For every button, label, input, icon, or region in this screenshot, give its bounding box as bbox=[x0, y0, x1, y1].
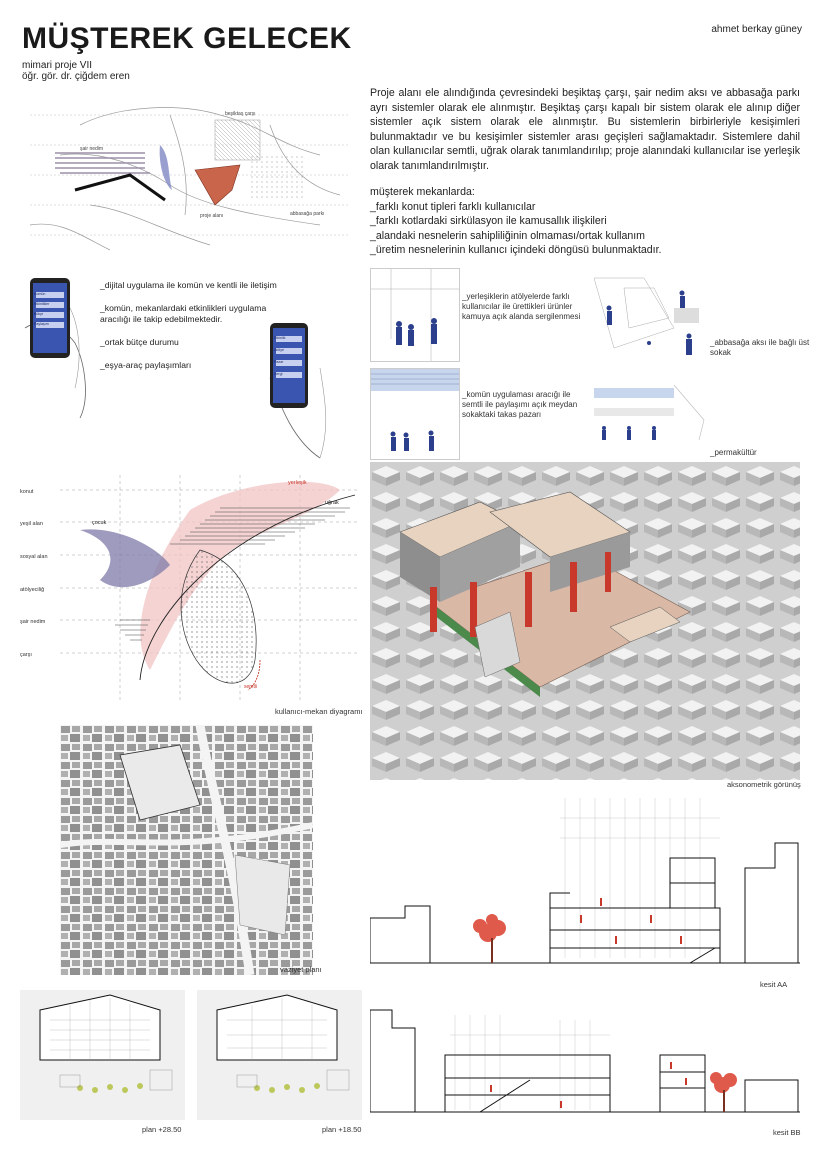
diagram-row-label: çarşı bbox=[20, 652, 32, 658]
instructor-name: öğr. gör. dr. çiğdem eren bbox=[22, 71, 130, 82]
diagram-label: çocuk bbox=[92, 520, 107, 526]
app-illustration: Komün Etkinlikler Bütçe Paylaşım Etkinli… bbox=[20, 268, 355, 463]
vignette-caption: _yerleşiklerin atölyelerde farklı kullan… bbox=[462, 292, 581, 321]
axonometric-view bbox=[370, 462, 800, 780]
list-item: _alandaki nesnelerin sahipliliğinin olma… bbox=[370, 229, 645, 242]
app-bullet: _ortak bütçe durumu bbox=[100, 337, 179, 347]
diagram-row-label: sosyal alan bbox=[20, 554, 48, 560]
phone2-item: Pazar bbox=[274, 360, 284, 364]
diagram-row-label: konut bbox=[20, 489, 34, 495]
diagram-row-label: atölyeciliğ bbox=[20, 587, 44, 593]
map-label: beşiktaş çarşı bbox=[225, 111, 256, 117]
phone1-item: Paylaşım bbox=[34, 322, 49, 326]
site-plan bbox=[60, 725, 313, 975]
site-analysis-map: beşiktaş çarşı şair nedim abbasağa parkı… bbox=[20, 95, 355, 255]
plan1-caption: plan +28.50 bbox=[142, 1125, 182, 1134]
map-label: şair nedim bbox=[80, 146, 103, 152]
diagram-row-label: şair nedim bbox=[20, 619, 46, 625]
app-bullet: _komün, mekanlardaki etkinlikleri uygula… bbox=[100, 303, 267, 324]
list-item: _üretim nesnelerinin kullanıcı içindeki … bbox=[370, 244, 662, 257]
map-label: proje alanı bbox=[200, 213, 223, 219]
map-label: abbasağa parkı bbox=[290, 211, 324, 217]
axonometric-caption: aksonometrik görünüş bbox=[727, 780, 801, 789]
section-bb-caption: kesit BB bbox=[773, 1128, 801, 1137]
site-plan-caption: vaziyet planı bbox=[280, 965, 322, 974]
vignette-swap-market bbox=[370, 368, 460, 460]
phone1-item: Komün bbox=[34, 292, 46, 296]
floor-plan-2 bbox=[197, 990, 362, 1120]
diagram-caption: kullanıcı-mekan diyagramı bbox=[275, 707, 363, 716]
intro-paragraph: Proje alanı ele alındığında çevresindeki… bbox=[370, 87, 800, 172]
section-aa-caption: kesit AA bbox=[760, 980, 788, 989]
phone2-item: Etkinlik bbox=[274, 336, 286, 340]
app-bullet: _eşya-araç paylaşımları bbox=[100, 360, 192, 370]
user-space-diagram: konut yeşil alan sosyal alan atölyeciliğ… bbox=[20, 470, 365, 715]
app-bullet: _dijital uygulama ile komün ve kentli il… bbox=[100, 280, 277, 290]
section-bb bbox=[370, 1000, 800, 1125]
author-name: ahmet berkay güney bbox=[711, 24, 802, 35]
phone2-item: Sergi bbox=[274, 372, 283, 376]
floor-plan-1 bbox=[20, 990, 185, 1120]
diagram-row-label: yeşil alan bbox=[20, 521, 43, 527]
list-title: müşterek mekanlarda: bbox=[370, 186, 475, 198]
phone1-item: Etkinlikler bbox=[34, 302, 50, 306]
vignette-exhibition bbox=[370, 268, 460, 362]
list-item: _farklı kotlardaki sirkülasyon ile kamus… bbox=[370, 215, 607, 228]
plan2-caption: plan +18.50 bbox=[322, 1125, 362, 1134]
phone1-item: Bütçe bbox=[34, 312, 44, 316]
vignette-caption: _abbasağa aksı ile bağlı üst sokak bbox=[710, 338, 810, 357]
vignette-upper-street bbox=[594, 268, 706, 358]
vignette-caption: _permakültür bbox=[710, 448, 757, 457]
section-aa bbox=[370, 798, 800, 978]
page-title: MÜŞTEREK GELECEK bbox=[22, 22, 352, 55]
shared-spaces-list: müşterek mekanlarda: _farklı konut tiple… bbox=[370, 185, 800, 258]
course-name: mimari proje VII bbox=[22, 60, 93, 71]
list-item: _farklı konut tipleri farklı kullanıcıla… bbox=[370, 200, 536, 213]
diagram-label: uğrak bbox=[325, 500, 339, 506]
diagram-label: semtli bbox=[244, 684, 257, 690]
vignette-permaculture bbox=[594, 380, 706, 448]
diagram-label: yerleşik bbox=[288, 480, 307, 486]
vignette-caption: _komün uygulaması aracığı ile semtli ile… bbox=[462, 390, 578, 419]
phone2-item: Atölye bbox=[274, 348, 284, 352]
